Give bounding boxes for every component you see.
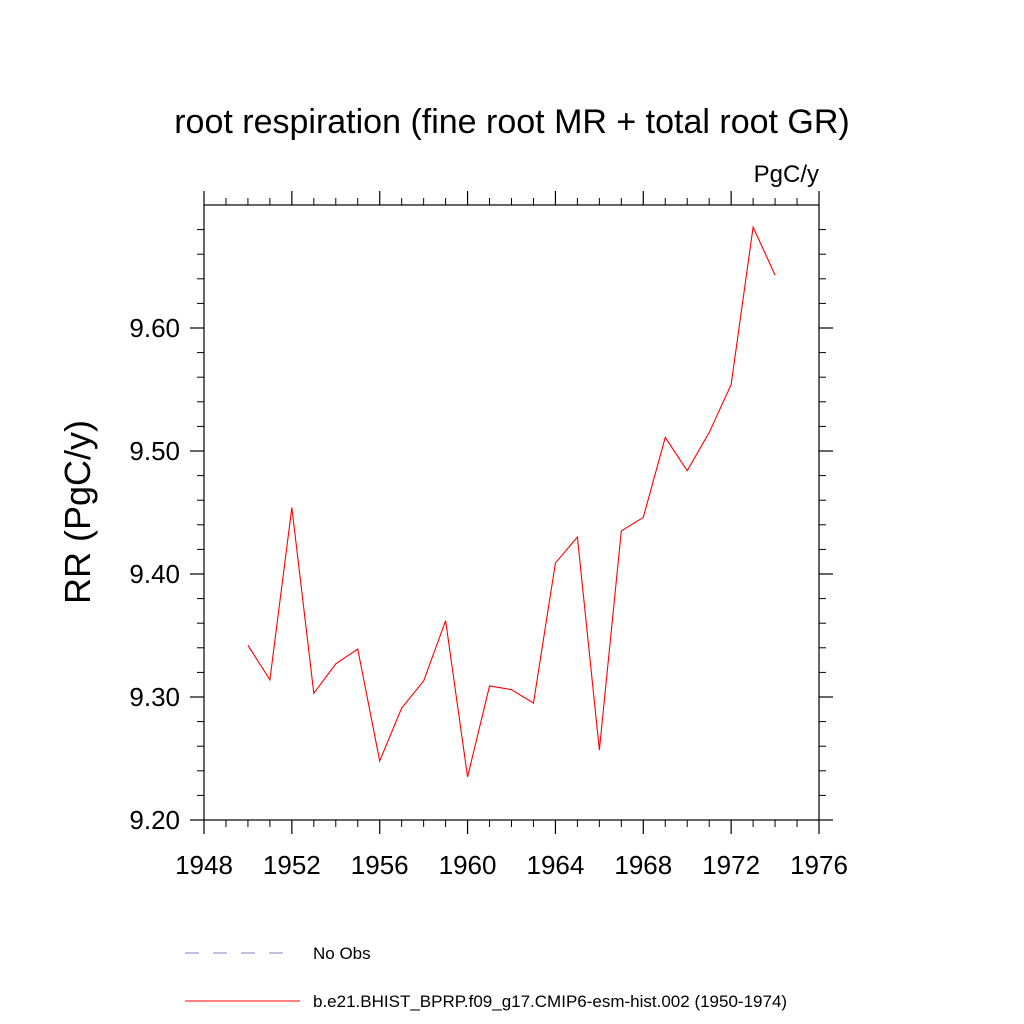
x-tick-label: 1960 [439,850,497,880]
x-tick-label: 1952 [263,850,321,880]
plot-frame [203,204,820,821]
series-layer [247,225,776,778]
legend-label-no-obs: No Obs [313,944,371,963]
x-tick-label: 1968 [614,850,672,880]
units-label: PgC/y [754,161,819,188]
x-tick-label: 1972 [702,850,760,880]
y-tick-label: 9.20 [129,805,180,835]
x-tick-label: 1948 [175,850,233,880]
x-axis: 1948 1952 1956 1960 1964 1968 1972 1976 [175,191,848,880]
x-tick-label: 1976 [790,850,848,880]
x-tick-label: 1964 [527,850,585,880]
y-tick-label: 9.30 [129,682,180,712]
x-tick-label: 1956 [351,850,409,880]
series-line [247,225,776,778]
chart-title: root respiration (fine root MR + total r… [174,103,850,141]
legend-label-model: b.e21.BHIST_BPRP.f09_g17.CMIP6-esm-hist.… [313,992,787,1011]
y-axis-label: RR (PgC/y) [57,420,98,604]
y-tick-label: 9.50 [129,436,180,466]
y-tick-label: 9.60 [129,313,180,343]
legend: No Obs b.e21.BHIST_BPRP.f09_g17.CMIP6-es… [185,944,787,1011]
y-axis: 9.20 9.30 9.40 9.50 9.60 [129,229,833,835]
y-tick-label: 9.40 [129,559,180,589]
